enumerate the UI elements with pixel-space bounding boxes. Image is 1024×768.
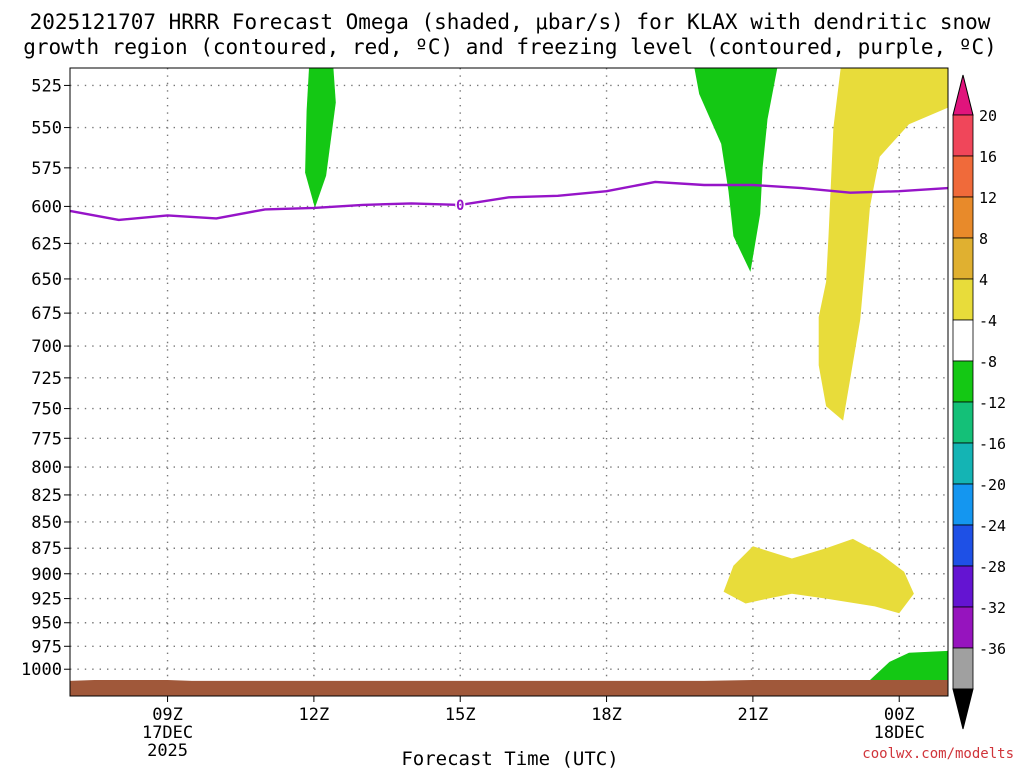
colorbar-label: -16 — [979, 435, 1006, 453]
source-credit: coolwx.com/modelts — [862, 746, 1014, 762]
colorbar: 20 16 12 8 4 -4 -8 -12 -16 -20 -24 -28 -32 -36 — [952, 74, 1006, 730]
freezing-level-group: 0 — [69, 180, 949, 222]
omega-region — [305, 68, 336, 208]
omega-region — [694, 68, 778, 272]
y-tick-label: 875 — [31, 539, 62, 559]
y-tick-label: 700 — [31, 337, 62, 357]
colorbar-segment — [952, 606, 974, 649]
x-tick-label: 12Z — [299, 705, 330, 725]
surface-pressure-band — [70, 680, 948, 696]
colorbar-segment — [952, 155, 974, 198]
y-tick-label: 800 — [31, 458, 62, 478]
colorbar-top-arrow — [952, 74, 974, 116]
omega-region — [818, 68, 948, 421]
y-tick-label: 625 — [31, 234, 62, 254]
x-tick-label: 09Z — [152, 705, 183, 725]
colorbar-label: 16 — [979, 148, 997, 166]
colorbar-segment — [952, 237, 974, 280]
y-tick-label: 575 — [31, 159, 62, 179]
x-tick-date: 17DEC — [142, 723, 193, 743]
x-tick-label: 21Z — [738, 705, 769, 725]
y-tick-label: 1000 — [21, 660, 62, 680]
colorbar-segment — [952, 114, 974, 157]
y-tick-label: 725 — [31, 369, 62, 389]
colorbar-label: -36 — [979, 640, 1006, 658]
colorbar-label: -4 — [979, 312, 997, 330]
colorbar-bottom-arrow — [952, 688, 974, 730]
y-axis-pressure: 525 550 575 600 625 650 675 700 725 750 775 800 825 8… — [21, 76, 70, 680]
colorbar-label: -24 — [979, 517, 1006, 535]
omega-region — [723, 538, 914, 614]
colorbar-segment — [952, 442, 974, 485]
x-tick-date: 18DEC — [874, 723, 925, 743]
omega-region — [870, 650, 948, 680]
freezing-level-line — [69, 180, 949, 222]
y-tick-label: 750 — [31, 400, 62, 420]
plot-frame — [69, 67, 949, 697]
omega-shaded-regions — [305, 68, 948, 680]
y-tick-label: 675 — [31, 304, 62, 324]
freezing-level-label-bg — [455, 196, 466, 212]
x-tick-label: 15Z — [445, 705, 476, 725]
surface-layer — [70, 680, 948, 696]
y-tick-label: 600 — [31, 197, 62, 217]
y-tick-label: 550 — [31, 119, 62, 139]
colorbar-label: -20 — [979, 476, 1006, 494]
freezing-level-label: 0 — [456, 198, 464, 214]
x-axis-label: Forecast Time (UTC) — [401, 748, 618, 768]
colorbar-segment — [952, 565, 974, 608]
colorbar-label: -28 — [979, 558, 1006, 576]
x-tick-year: 2025 — [147, 741, 188, 761]
y-tick-label: 950 — [31, 614, 62, 634]
chart-title-line-2: growth region (contoured, red, ºC) and f… — [23, 35, 997, 59]
y-tick-label: 925 — [31, 590, 62, 610]
y-tick-label: 825 — [31, 486, 62, 506]
colorbar-segment — [952, 196, 974, 239]
colorbar-segment — [952, 278, 974, 321]
colorbar-segment — [952, 524, 974, 567]
gridlines — [70, 68, 948, 696]
y-tick-label: 900 — [31, 565, 62, 585]
colorbar-label: -8 — [979, 353, 997, 371]
colorbar-label: 8 — [979, 230, 988, 248]
colorbar-label: -12 — [979, 394, 1006, 412]
chart-title-line-1: 2025121707 HRRR Forecast Omega (shaded, … — [30, 10, 991, 34]
colorbar-segment — [952, 401, 974, 444]
colorbar-label: -32 — [979, 599, 1006, 617]
y-tick-label: 650 — [31, 270, 62, 290]
colorbar-segment — [952, 483, 974, 526]
colorbar-segment — [952, 319, 974, 362]
x-tick-label: 00Z — [884, 705, 915, 725]
y-tick-label: 525 — [31, 76, 62, 96]
x-tick-label: 18Z — [591, 705, 622, 725]
colorbar-label: 4 — [979, 271, 988, 289]
colorbar-segment — [952, 360, 974, 403]
colorbar-label: 20 — [979, 107, 997, 125]
y-tick-label: 975 — [31, 637, 62, 657]
y-tick-label: 775 — [31, 429, 62, 449]
colorbar-segment — [952, 647, 974, 690]
colorbar-label: 12 — [979, 189, 997, 207]
y-tick-label: 850 — [31, 513, 62, 533]
